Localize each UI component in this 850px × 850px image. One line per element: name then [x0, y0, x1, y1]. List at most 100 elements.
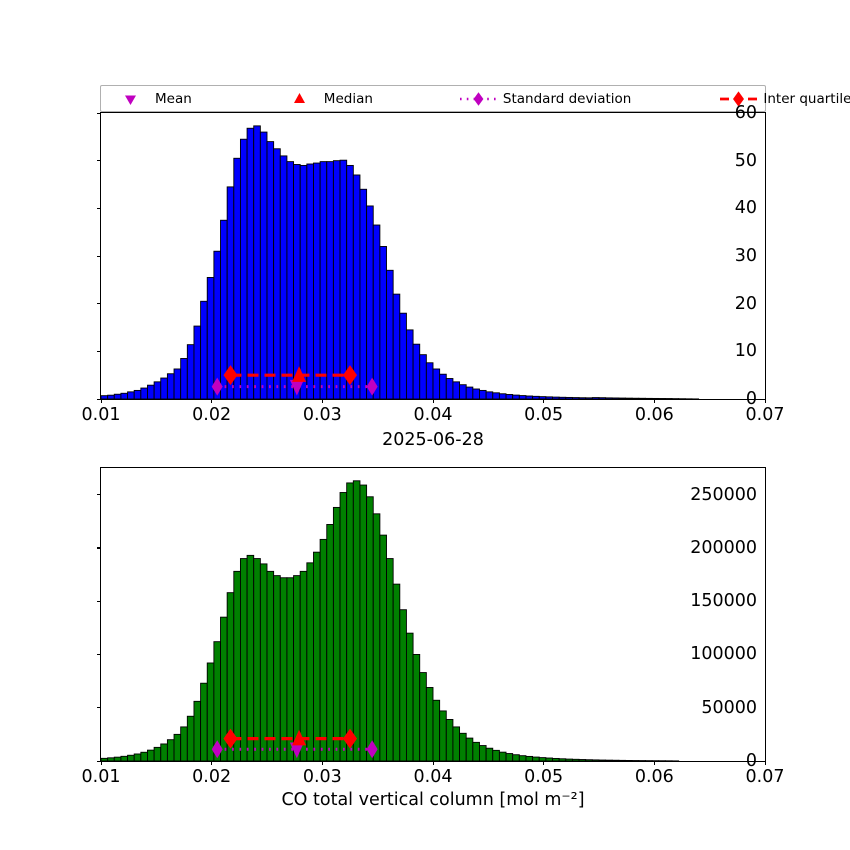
histogram-bar — [113, 756, 122, 762]
x-tick — [100, 761, 102, 765]
count-histogram-plot-area — [100, 480, 680, 762]
histogram-bar — [339, 159, 348, 400]
x-tick — [321, 399, 323, 403]
histogram-bar — [605, 759, 613, 762]
histogram-bar — [286, 577, 295, 762]
histogram-bar — [598, 759, 607, 762]
x-axis-label-top: 2025-06-28 — [382, 430, 484, 450]
histogram-bar — [379, 246, 387, 400]
histogram-bar — [386, 269, 394, 400]
histogram-bar — [173, 368, 182, 400]
histogram-bar — [273, 575, 281, 762]
histogram-bar — [399, 312, 407, 400]
histogram-bar — [326, 161, 334, 400]
histogram-bar — [459, 384, 467, 400]
std-high-marker — [366, 377, 378, 396]
median-marker — [292, 729, 307, 746]
histogram-bar — [326, 524, 334, 762]
histogram-bar — [445, 378, 454, 400]
histogram-bar — [253, 558, 261, 762]
histogram-bar — [439, 373, 447, 400]
legend-label-mean: Mean — [155, 90, 192, 107]
legend-label-median: Median — [323, 90, 373, 107]
histogram-bar — [186, 715, 195, 762]
legend-label-inter-quartile-range: Inter quartile range — [763, 90, 850, 107]
histogram-bar — [518, 755, 527, 762]
x-tick — [653, 399, 655, 403]
histogram-bar — [366, 205, 374, 400]
histogram-bar — [545, 396, 553, 400]
density-histogram-plot-area — [100, 125, 700, 400]
histogram-bar — [180, 358, 188, 400]
histogram-bar — [492, 392, 500, 400]
histogram-bar — [120, 755, 129, 762]
legend-entry-median: Median — [278, 86, 373, 111]
histogram-bar — [339, 492, 348, 762]
histogram-bar — [180, 726, 188, 762]
x-tick-label: 0.01 — [81, 767, 121, 787]
x-tick — [764, 761, 766, 765]
histogram-bar — [319, 161, 328, 400]
histogram-bar — [160, 377, 168, 400]
histogram-bar — [173, 733, 182, 762]
x-tick — [543, 761, 545, 765]
histogram-bar — [571, 758, 580, 762]
histogram-bar — [538, 396, 547, 400]
histogram-bar — [465, 386, 474, 400]
standard-deviation-marker-icon — [459, 91, 498, 106]
histogram-bar — [618, 397, 627, 400]
histogram-bar — [472, 388, 480, 400]
std-low-marker — [211, 377, 223, 396]
histogram-bar — [472, 741, 480, 762]
histogram-bar — [386, 558, 394, 762]
x-tick-label: 0.04 — [413, 767, 453, 787]
histogram-bar — [127, 391, 135, 400]
histogram-bar — [611, 397, 620, 400]
histogram-bar — [133, 389, 142, 400]
histogram-bar — [465, 737, 474, 762]
histogram-bar — [439, 710, 447, 762]
histogram-bar — [200, 682, 208, 762]
histogram-bar — [545, 757, 553, 762]
histogram-bar — [552, 396, 560, 400]
histogram-bar — [651, 760, 660, 762]
legend-entry-inter-quartile-range: Inter quartile range — [717, 86, 850, 111]
x-tick — [211, 399, 213, 403]
x-tick-label: 0.07 — [745, 767, 785, 787]
histogram-bar — [671, 398, 680, 400]
x-tick — [432, 761, 434, 765]
histogram-bar — [638, 397, 646, 400]
inter-quartile-range-marker-icon — [720, 90, 759, 107]
histogram-bar — [452, 381, 461, 400]
x-tick-label: 0.02 — [192, 405, 232, 425]
histogram-bar — [618, 759, 627, 762]
histogram-bar — [492, 749, 500, 762]
histogram-bar — [425, 362, 434, 400]
histogram-bar — [246, 554, 255, 762]
histogram-bar — [558, 396, 567, 400]
x-tick — [432, 399, 434, 403]
histogram-bar — [479, 389, 487, 400]
histogram-bar — [419, 354, 427, 400]
histogram-bar — [299, 570, 308, 762]
histogram-bar — [246, 127, 255, 400]
histogram-bar — [319, 538, 328, 762]
histogram-bar — [645, 760, 653, 762]
histogram-bar — [532, 756, 540, 762]
histogram-bar — [432, 699, 441, 762]
histogram-bar — [332, 506, 341, 762]
histogram-bar — [631, 760, 640, 762]
histogram-bar — [485, 747, 494, 762]
histogram-bar — [678, 398, 686, 400]
histogram-bar — [313, 162, 321, 400]
legend-label-standard-deviation: Standard deviation — [502, 90, 632, 107]
histogram-bar — [459, 732, 467, 762]
histogram-bar — [266, 570, 275, 762]
histogram-bar — [359, 188, 368, 400]
histogram-bar — [127, 754, 135, 762]
histogram-bar — [498, 393, 507, 400]
histogram-bar — [585, 397, 593, 400]
histogram-bar — [259, 563, 268, 762]
q1-marker — [223, 728, 238, 749]
histogram-bar — [638, 760, 646, 762]
